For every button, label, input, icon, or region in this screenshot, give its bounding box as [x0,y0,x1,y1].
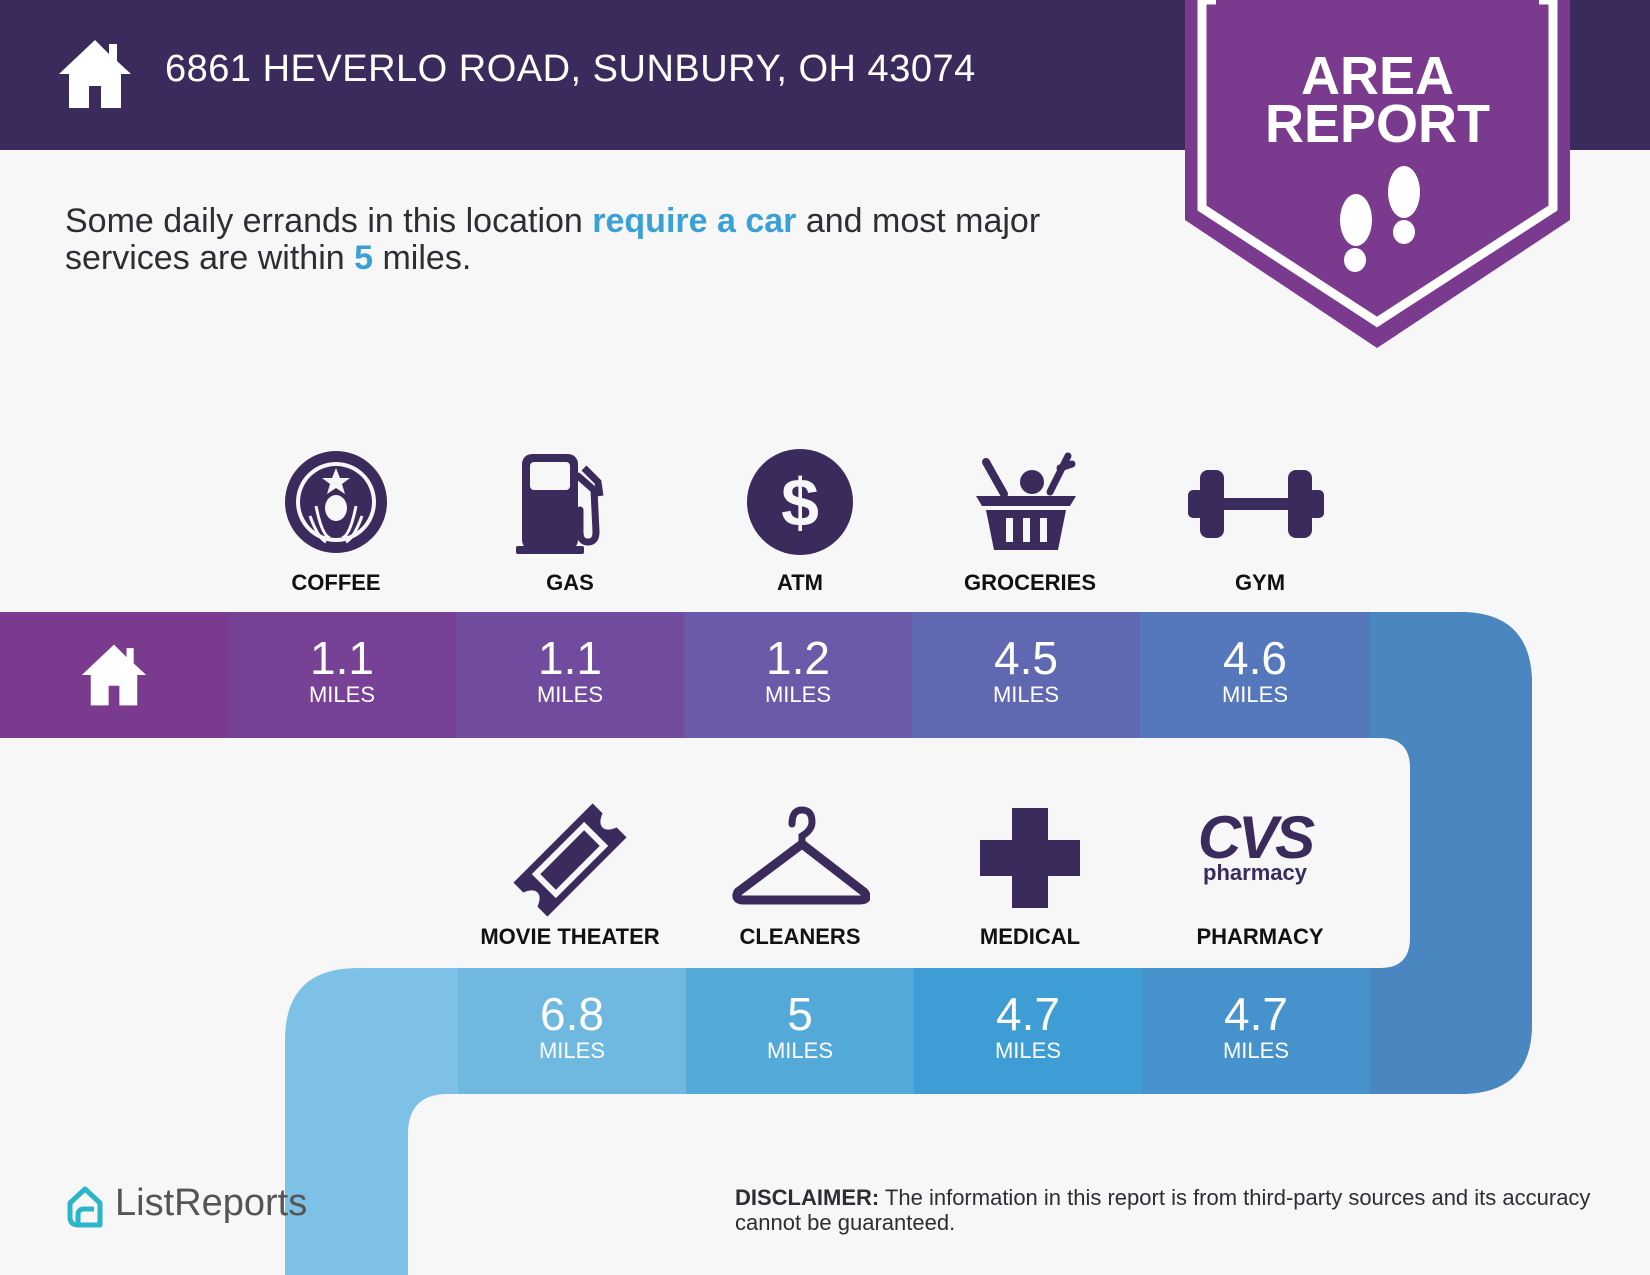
distance-value: 5 [787,988,813,1040]
hanger-icon [732,806,870,905]
distance-unit: MILES [538,1038,606,1063]
distance-pharmacy: 4.7 MILES [1142,968,1370,1094]
disclaimer-text: The information in this report is from t… [735,1185,1591,1235]
home-icon [81,644,147,706]
gas-pump-icon [516,454,604,554]
distance-unit: MILES [1222,1038,1290,1063]
distance-unit: MILES [1221,682,1289,707]
distance-value: 1.1 [538,632,602,684]
label-movie-theater: MOVIE THEATER [480,924,660,949]
label-cleaners: CLEANERS [739,924,861,949]
distance-unit: MILES [308,682,376,707]
intro-part2: and most major services are within [65,202,1041,277]
distance-gym: 4.6 MILES [1140,612,1370,738]
distance-value: 1.2 [766,632,830,684]
row2-band: 6.8 MILES 5 MILES 4.7 MILES 4.7 MILES [408,968,1370,1094]
distance-unit: MILES [994,1038,1062,1063]
distance-unit: MILES [992,682,1060,707]
home-icon [59,40,131,108]
label-groceries: GROCERIES [963,570,1097,595]
intro-miles: 5 [354,239,374,277]
cross-icon [980,808,1080,908]
distance-medical: 4.7 MILES [914,968,1142,1094]
distance-unit: MILES [536,682,604,707]
distance-value: 4.6 [1223,632,1287,684]
distance-value: 1.1 [310,632,374,684]
badge-line-report: REPORT [1264,94,1491,154]
row1-band: 1.1 MILES 1.1 MILES 1.2 MILES 4.5 MILES 4.6 M… [0,612,1370,738]
label-coffee: COFFEE [291,570,381,595]
disclaimer: DISCLAIMER: The information in this repo… [735,1185,1595,1235]
svg-text:$: $ [781,465,819,541]
badge-line-area: AREA [1300,46,1454,106]
property-address: 6861 HEVERLO ROAD, SUNBURY, OH 43074 [165,48,976,90]
cvs-pharmacy-text: pharmacy [1203,860,1307,885]
distance-coffee: 1.1 MILES [228,612,456,738]
starbucks-logo [285,451,387,553]
distance-value: 6.8 [540,988,604,1040]
dollar-icon: $ [747,449,853,555]
label-gas: GAS [546,570,594,595]
distance-unit: MILES [766,1038,834,1063]
distance-cleaners: 5 MILES [686,968,914,1094]
label-medical: MEDICAL [979,924,1081,949]
intro-part1: Some daily errands in this location [65,202,593,240]
distance-unit: MILES [764,682,832,707]
distance-value: 4.7 [996,988,1060,1040]
listreports-brand: ListReports [115,1182,308,1224]
intro-highlight: require a car [592,202,797,240]
distance-groceries: 4.5 MILES [912,612,1140,738]
area-report-badge [1185,0,1570,348]
listreports-logo-icon [67,1186,103,1228]
distance-atm: 1.2 MILES [684,612,912,738]
label-atm: ATM [776,570,824,595]
label-gym: GYM [1234,570,1286,595]
home-cell [0,612,228,738]
distance-value: 4.5 [994,632,1058,684]
intro-part3: miles. [373,239,472,277]
label-pharmacy: PHARMACY [1196,924,1324,949]
disclaimer-label: DISCLAIMER: [735,1185,880,1210]
basket-icon [976,452,1076,550]
dumbbell-icon [1188,470,1324,538]
cvs-logo-text: CVS [1197,804,1315,871]
distance-movie-theater: 6.8 MILES [458,968,686,1094]
distance-gas: 1.1 MILES [456,612,684,738]
ticket-icon [513,803,627,917]
intro-text: Some daily errands in this location requ… [65,203,1145,277]
badge-title: AREA REPORT [1180,46,1575,154]
distance-value: 4.7 [1224,988,1288,1040]
path-joint [408,968,458,1094]
footprints-icon [1340,166,1420,272]
cvs-logo: CVS pharmacy [1180,804,1330,885]
